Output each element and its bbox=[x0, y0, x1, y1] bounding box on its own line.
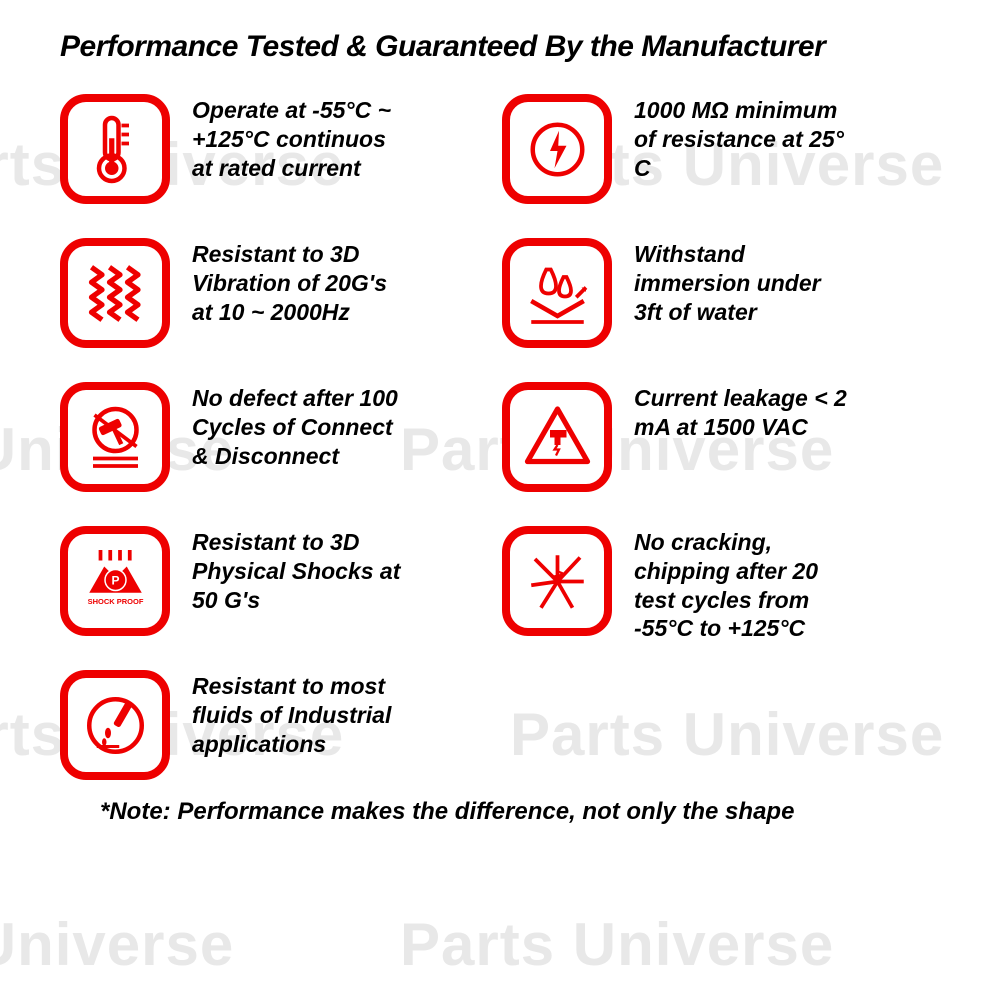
thermometer-icon bbox=[60, 94, 170, 204]
fluids-icon bbox=[60, 670, 170, 780]
watermark: Parts Universe bbox=[0, 910, 234, 979]
feature-leakage: Current leakage < 2 mA at 1500 VAC bbox=[502, 382, 854, 492]
page-title: Performance Tested & Guaranteed By the M… bbox=[60, 30, 940, 64]
feature-text: Withstand immersion under 3ft of water bbox=[634, 238, 854, 326]
svg-text:P: P bbox=[111, 573, 119, 587]
resistance-icon bbox=[502, 94, 612, 204]
feature-text: Current leakage < 2 mA at 1500 VAC bbox=[634, 382, 854, 442]
watermark: Parts Universe bbox=[400, 910, 834, 979]
footnote: *Note: Performance makes the difference,… bbox=[60, 798, 940, 826]
feature-text: Operate at -55°C ~ +125°C continuos at r… bbox=[192, 94, 412, 182]
feature-text: No defect after 100 Cycles of Connect & … bbox=[192, 382, 412, 470]
hammer-icon bbox=[60, 382, 170, 492]
crack-icon bbox=[502, 526, 612, 636]
feature-text: Resistant to most fluids of Industrial a… bbox=[192, 670, 412, 758]
feature-cycles: No defect after 100 Cycles of Connect & … bbox=[60, 382, 412, 492]
feature-text: Resistant to 3D Physical Shocks at 50 G'… bbox=[192, 526, 412, 614]
svg-text:SHOCK PROOF: SHOCK PROOF bbox=[87, 597, 143, 606]
feature-text: No cracking, chipping after 20 test cycl… bbox=[634, 526, 854, 643]
shock-proof-icon: P SHOCK PROOF bbox=[60, 526, 170, 636]
feature-temperature: Operate at -55°C ~ +125°C continuos at r… bbox=[60, 94, 412, 204]
feature-vibration: Resistant to 3D Vibration of 20G's at 10… bbox=[60, 238, 412, 348]
feature-immersion: Withstand immersion under 3ft of water bbox=[502, 238, 854, 348]
feature-cracking: No cracking, chipping after 20 test cycl… bbox=[502, 526, 854, 643]
features-grid: Operate at -55°C ~ +125°C continuos at r… bbox=[60, 94, 940, 780]
column-right: 1000 MΩ minimum of resistance at 25° C W… bbox=[502, 94, 854, 780]
feature-resistance: 1000 MΩ minimum of resistance at 25° C bbox=[502, 94, 854, 204]
feature-shock: P SHOCK PROOF Resistant to 3D Physical S… bbox=[60, 526, 412, 636]
leakage-warning-icon bbox=[502, 382, 612, 492]
column-left: Operate at -55°C ~ +125°C continuos at r… bbox=[60, 94, 412, 780]
feature-fluids: Resistant to most fluids of Industrial a… bbox=[60, 670, 412, 780]
vibration-icon bbox=[60, 238, 170, 348]
feature-text: 1000 MΩ minimum of resistance at 25° C bbox=[634, 94, 854, 182]
water-immersion-icon bbox=[502, 238, 612, 348]
feature-text: Resistant to 3D Vibration of 20G's at 10… bbox=[192, 238, 412, 326]
